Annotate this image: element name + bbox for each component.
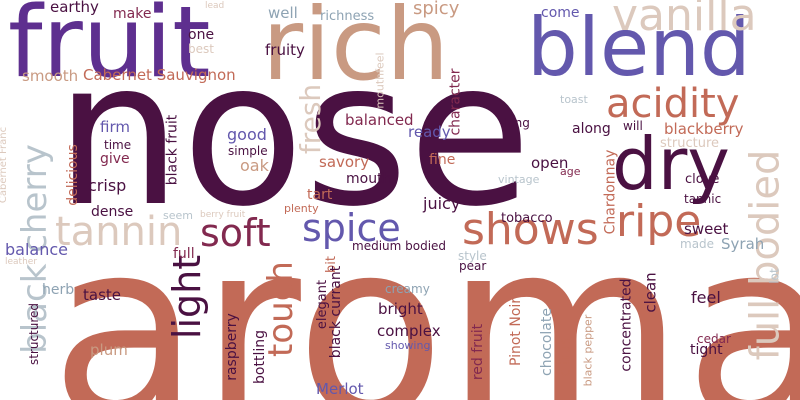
word-vintage: vintage [498,173,540,186]
word-fruity: fruity [265,41,305,59]
word-smooth: smooth [22,67,79,85]
word-lead: lead [205,1,225,11]
word-bright: bright [378,300,423,318]
word-earthy: earthy [50,0,99,16]
word-fruit: fruit [8,0,211,100]
word-richness: richness [320,9,375,24]
word-raspberry: raspberry [223,313,240,381]
word-clove: clove [685,172,720,187]
word-creamy: creamy [385,282,430,296]
word-simple: simple [228,144,268,158]
word-fresh: fresh [294,83,328,155]
word-vanilla: vanilla [612,0,757,41]
word-ripe: ripe [616,196,702,247]
word-herb: herb [42,282,75,298]
word-toast: toast [560,93,588,106]
word-touch: touch [260,261,301,357]
word-firm: firm [100,118,130,136]
word-full-bodied: full bodied [742,149,789,361]
word-elegant: elegant [315,279,331,330]
word-plenty: plenty [284,202,319,215]
word-red-fruit: red fruit [470,323,487,381]
word-best: best [188,42,214,56]
word-mouthfeel: mouthfeel [373,52,387,109]
word-come: come [541,5,580,21]
word-nose: nose [55,18,532,251]
word-cabernet-franc: Cabernet Franc [0,126,10,204]
word-good: good [227,125,267,144]
word-pear: pear [459,259,487,273]
word-one: one [188,27,215,43]
word-sweet: sweet [684,220,729,238]
word-give: give [100,151,130,167]
word-blend: blend [527,1,751,94]
word-acidity: acidity [606,81,740,127]
word-make: make [113,6,152,22]
word-black-currant: black currant [328,265,345,359]
word-juicy: juicy [423,194,461,213]
word-complex: complex [377,322,441,340]
word-made: made [680,237,715,251]
word-clean: clean [641,272,660,313]
word-style: style [458,249,487,263]
word-citrus: citrus [557,337,574,377]
word-chardonnay: Chardonnay [602,149,619,235]
word-spice: spice [302,206,401,250]
word-plum: plum [90,341,128,359]
word-balance: balance [5,240,68,259]
word-berry-fruit: berry fruit [200,210,246,220]
word-lot: lot [767,268,782,284]
word-black-pepper: black pepper [581,314,595,387]
word-well: well [268,4,298,22]
word-showing: showing [385,339,431,352]
word-fine: fine [429,152,456,168]
word-cedar: cedar [697,332,731,346]
word-shows: shows [462,204,599,255]
word-full: full [173,246,195,262]
word-open: open [531,154,569,172]
word-ready: ready [408,123,451,141]
word-dry: dry [612,122,730,206]
word-syrah: Syrah [721,235,765,253]
word-time: time [104,138,132,152]
word-blackberry: blackberry [664,120,744,138]
word-soft: soft [200,211,271,255]
word-tannin: tannin [55,209,183,255]
word-taste: taste [83,286,121,304]
word-seem: seem [163,209,193,222]
word-feel: feel [691,288,721,307]
word-crisp: crisp [88,176,127,195]
word-tart: tart [307,187,333,203]
word-spicy: spicy [413,0,460,19]
word-bottling: bottling [251,330,268,384]
word-mouth: mouth [346,171,392,187]
word-tannic: tannic [684,192,722,206]
word-merlot: Merlot [316,380,364,398]
word-cabernet-sauvignon: Cabernet Sauvignon [83,66,236,84]
word-dense: dense [91,204,134,220]
word-black-fruit: black fruit [164,114,181,186]
word-leather: leather [5,257,38,267]
word-aroma: aroma [50,188,800,400]
word-structured: structured [27,302,42,366]
word-pinot-noir: Pinot Noir [508,297,525,367]
word-tight: tight [690,342,723,358]
word-age: age [560,165,581,178]
word-will: will [623,119,643,133]
word-balanced: balanced [345,111,414,129]
word-rich: rich [262,0,450,103]
word-chocolate: chocolate [538,308,555,376]
word-light: light [165,254,210,340]
word-long: long [504,116,530,130]
word-medium-bodied: medium bodied [352,239,447,253]
word-savory: savory [319,153,370,171]
word-along: along [572,121,611,137]
word-delicious: delicious [64,144,81,206]
word-tobacco: tobacco [501,211,553,226]
word-structure: structure [660,136,719,151]
word-oak: oak [240,156,269,175]
word-concentrated: concentrated [618,278,635,372]
